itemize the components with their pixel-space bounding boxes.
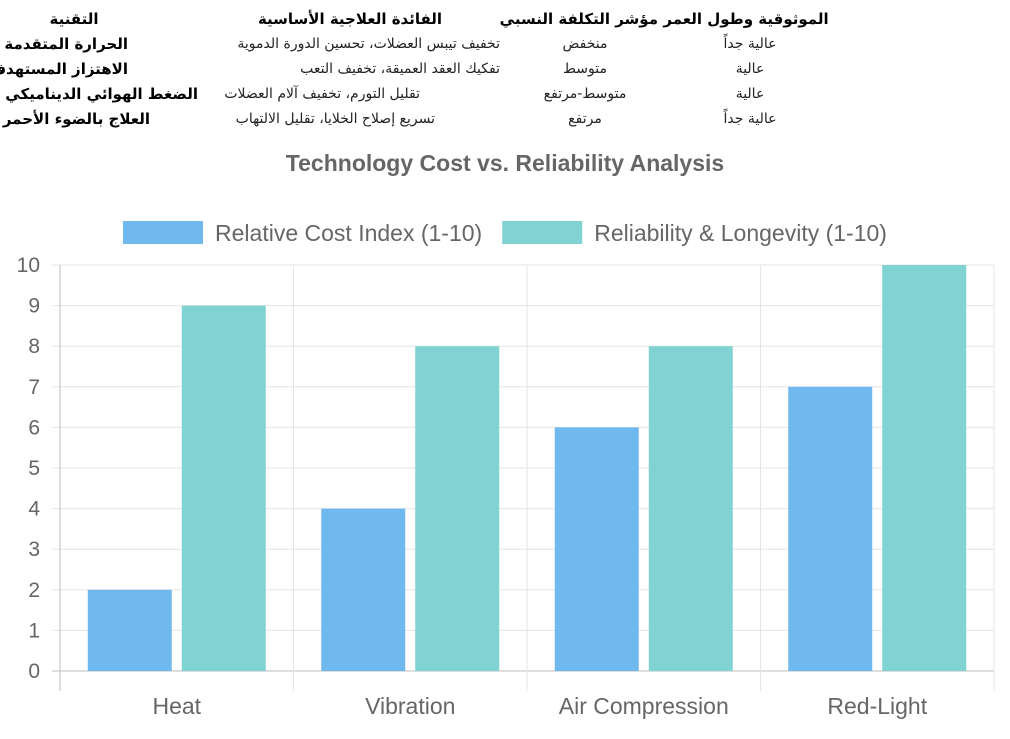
row-cost: منخفض (562, 36, 608, 52)
x-tick-label: Heat (152, 693, 201, 719)
header-benefit: الفائدة العلاجية الأساسية (257, 10, 443, 28)
chart-bars (87, 265, 967, 671)
chart-title: Technology Cost vs. Reliability Analysis (285, 150, 725, 176)
y-tick-label: 6 (28, 416, 40, 439)
bar (648, 346, 733, 671)
y-tick-label: 9 (28, 295, 40, 318)
bar (181, 305, 266, 671)
legend-swatch (123, 221, 204, 244)
row-cost: متوسط-مرتفع (543, 86, 627, 102)
row-benefit: تفكيك العقد العميقة، تخفيف التعب (300, 61, 500, 77)
legend-label: Relative Cost Index (1-10) (215, 220, 482, 246)
y-tick-label: 0 (28, 660, 40, 683)
row-reliability: عالية (735, 61, 765, 77)
y-tick-label: 5 (28, 457, 40, 480)
row-reliability: عالية (735, 86, 765, 102)
x-tick-label: Red-Light (827, 693, 927, 719)
y-tick-label: 8 (28, 335, 40, 358)
technology-comparison-table: التقنية الفائدة العلاجية الأساسية مؤشر ا… (0, 6, 1010, 136)
y-tick-label: 7 (28, 376, 40, 399)
header-technology: التقنية (49, 10, 99, 28)
y-tick-label: 10 (17, 254, 40, 277)
row-technology: العلاج بالضوء الأحمر (2, 110, 150, 128)
bar (554, 427, 639, 671)
legend-swatch (502, 221, 583, 244)
row-technology: الحرارة المتقدمة (4, 35, 128, 53)
header-reliability: الموثوقية وطول العمر (663, 10, 829, 28)
row-benefit: تخفيف تيبس العضلات، تحسين الدورة الدموية (237, 36, 500, 52)
row-reliability: عالية جداً (723, 36, 777, 52)
bar (415, 346, 500, 671)
chart-axes: 0 1 2 3 4 5 6 7 8 9 10 Heat Vibration Air Compression… (17, 254, 928, 719)
row-benefit: تسريع إصلاح الخلايا، تقليل الالتهاب (235, 111, 435, 127)
x-tick-label: Air Compression (559, 693, 729, 719)
bar (788, 386, 873, 671)
row-cost: مرتفع (568, 111, 602, 127)
chart-legend: Relative Cost Index (1-10) Reliability & … (123, 220, 887, 246)
row-technology: الاهتزاز المستهدف (0, 60, 128, 78)
header-cost: مؤشر التكلفة النسبي (499, 10, 658, 28)
y-tick-label: 3 (28, 538, 40, 561)
y-tick-label: 2 (28, 579, 40, 602)
bar (87, 589, 172, 671)
bar (321, 508, 406, 671)
bar (882, 265, 967, 671)
legend-label: Reliability & Longevity (1-10) (594, 220, 887, 246)
row-technology: الضغط الهوائي الديناميكي (5, 85, 198, 103)
row-reliability: عالية جداً (723, 111, 777, 127)
row-cost: متوسط (563, 61, 607, 77)
y-tick-label: 1 (28, 619, 40, 642)
row-benefit: تقليل التورم، تخفيف آلام العضلات (224, 86, 420, 102)
y-tick-label: 4 (28, 498, 40, 521)
x-tick-label: Vibration (365, 693, 455, 719)
